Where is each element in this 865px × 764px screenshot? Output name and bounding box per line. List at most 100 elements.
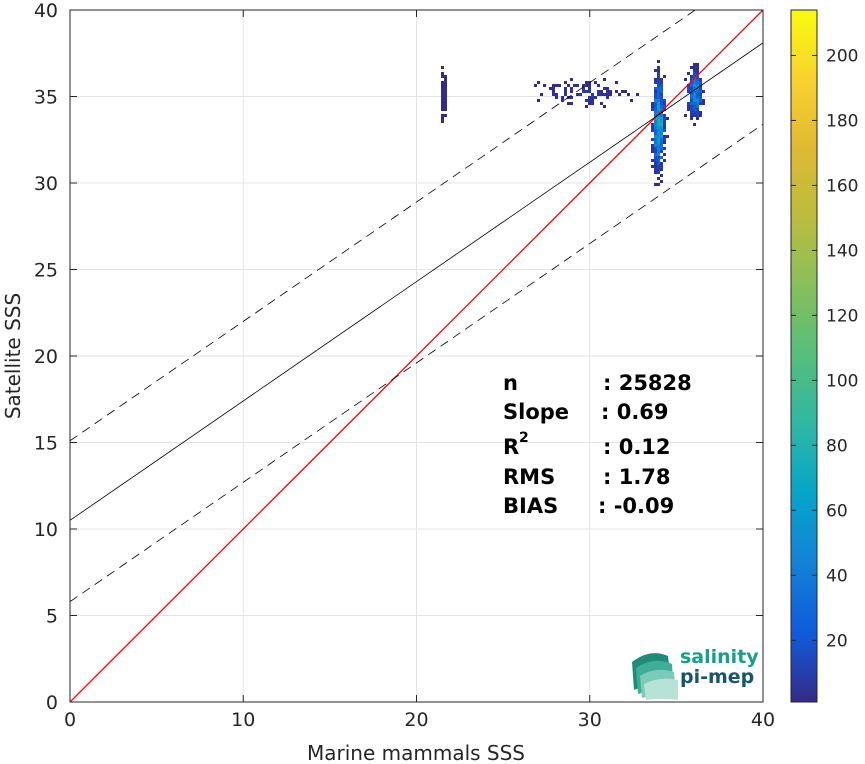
density-cell	[654, 99, 657, 102]
density-cell	[654, 111, 657, 114]
density-cell	[696, 111, 699, 114]
density-cell	[696, 81, 699, 84]
density-cell	[444, 114, 447, 117]
density-cell	[441, 99, 444, 102]
density-cell	[663, 102, 666, 105]
density-cell	[687, 87, 690, 90]
density-cell	[696, 75, 699, 78]
y-tick-label: 0	[46, 692, 58, 714]
density-cell	[564, 81, 567, 84]
density-cell	[660, 114, 663, 117]
density-cell	[663, 138, 666, 141]
density-cell	[660, 162, 663, 165]
confidence-line	[70, 123, 763, 602]
density-cell	[657, 87, 660, 90]
one-to-one-line	[70, 10, 763, 702]
density-cell	[600, 90, 603, 93]
density-cell	[600, 102, 603, 105]
density-cell	[603, 105, 606, 108]
density-cell	[654, 135, 657, 138]
density-cell	[606, 90, 609, 93]
density-cell	[657, 162, 660, 165]
density-cell	[660, 147, 663, 150]
x-tick-label: 10	[231, 709, 255, 731]
density-cell	[690, 90, 693, 93]
density-cell	[654, 150, 657, 153]
density-cell	[594, 96, 597, 99]
density-cell	[609, 90, 612, 93]
density-cell	[690, 117, 693, 120]
density-cell	[693, 90, 696, 93]
density-cell	[654, 132, 657, 135]
density-cell	[597, 93, 600, 96]
regression-lines	[70, 10, 763, 702]
density-cell	[657, 72, 660, 75]
density-cell	[582, 87, 585, 90]
density-cell	[603, 87, 606, 90]
density-cell	[693, 63, 696, 66]
density-cell	[624, 90, 627, 93]
colorbar-tick-label: 60	[826, 501, 848, 521]
density-cell	[687, 90, 690, 93]
density-cell	[654, 90, 657, 93]
density-cell	[621, 90, 624, 93]
density-cell	[579, 93, 582, 96]
density-cell	[657, 90, 660, 93]
density-cell	[654, 102, 657, 105]
density-cell	[702, 90, 705, 93]
density-cell	[663, 129, 666, 132]
density-cell	[660, 150, 663, 153]
density-cell	[657, 147, 660, 150]
density-cell	[687, 72, 690, 75]
density-cell	[663, 120, 666, 123]
density-cell	[663, 108, 666, 111]
density-cell	[654, 141, 657, 144]
colorbar-tick-label: 140	[826, 241, 858, 261]
stat-value-n: : 25828	[603, 371, 692, 395]
density-cell	[657, 102, 660, 105]
density-cell	[654, 138, 657, 141]
density-cell	[651, 129, 654, 132]
density-cell	[690, 78, 693, 81]
density-cell	[663, 159, 666, 162]
x-axis-label: Marine mammals SSS	[307, 741, 525, 764]
density-cell	[660, 132, 663, 135]
density-cell	[657, 168, 660, 171]
density-cell	[552, 84, 555, 87]
density-cell	[690, 87, 693, 90]
density-cell	[618, 93, 621, 96]
density-cell	[660, 93, 663, 96]
density-cell	[588, 96, 591, 99]
density-cell	[654, 153, 657, 156]
density-cell	[657, 138, 660, 141]
density-cell	[537, 81, 540, 84]
density-cell	[567, 84, 570, 87]
density-cell	[654, 129, 657, 132]
density-cell	[441, 72, 444, 75]
density-cell	[537, 99, 540, 102]
density-cell	[696, 93, 699, 96]
density-cell	[660, 144, 663, 147]
density-cell	[660, 90, 663, 93]
density-cell	[441, 87, 444, 90]
stat-label-slope: Slope	[503, 400, 569, 424]
waves-logo-icon	[632, 653, 678, 700]
y-tick-label: 5	[46, 606, 58, 628]
density-cell	[690, 102, 693, 105]
density-cell	[693, 72, 696, 75]
density-cell	[570, 96, 573, 99]
density-cell	[444, 81, 447, 84]
density-cell	[657, 144, 660, 147]
density-cell	[657, 108, 660, 111]
density-cell	[699, 114, 702, 117]
x-tick-label: 30	[578, 709, 602, 731]
density-cell	[654, 162, 657, 165]
density-cell	[663, 147, 666, 150]
density-cell	[570, 78, 573, 81]
y-tick-label: 10	[34, 519, 58, 541]
density-cell	[654, 147, 657, 150]
colorbar-tick-label: 120	[826, 306, 858, 326]
density-cell	[561, 99, 564, 102]
density-cell	[696, 105, 699, 108]
